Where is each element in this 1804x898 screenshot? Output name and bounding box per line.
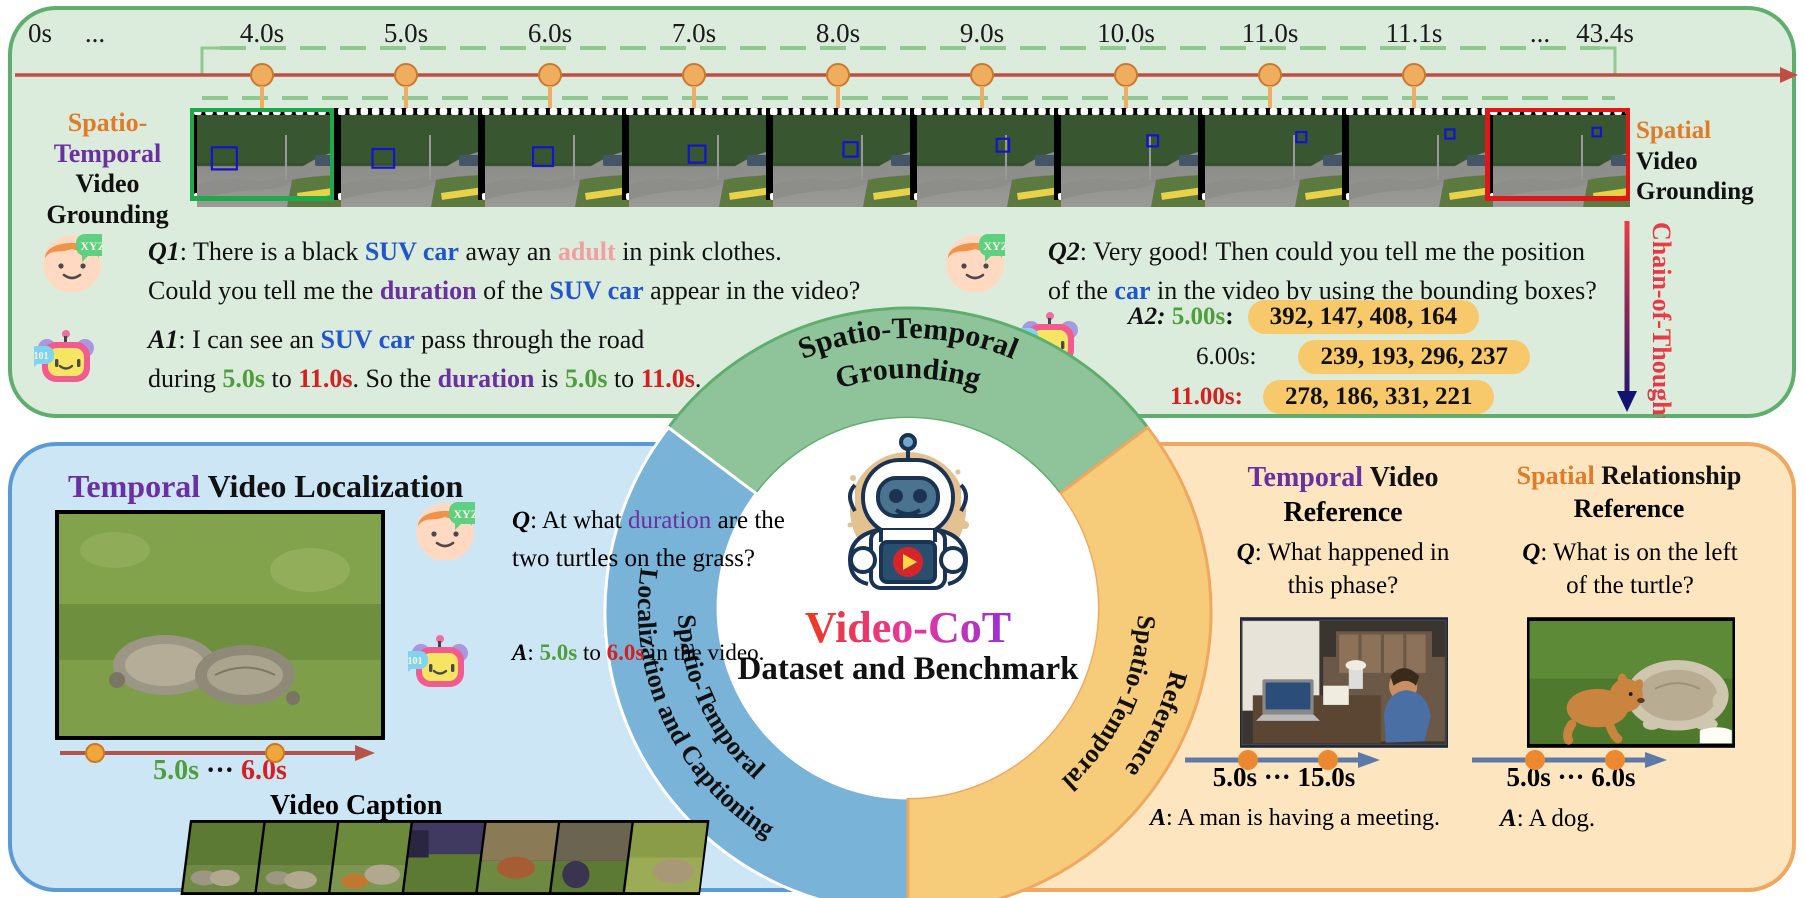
svg-text:Grounding: Grounding	[832, 352, 985, 396]
